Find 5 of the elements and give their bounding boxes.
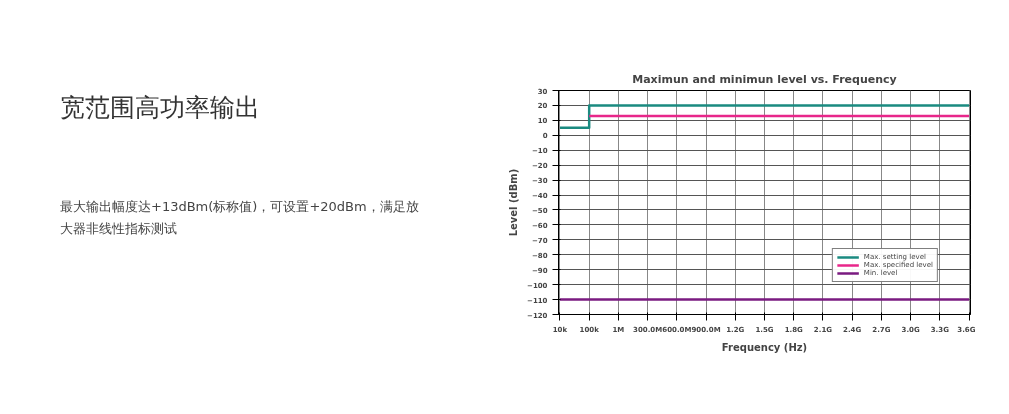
text: 宽范围高功率输出 — [60, 92, 261, 124]
y-axis-title: Level (dBm) — [508, 168, 520, 237]
chart-title: Maximun and minimun level vs. Frequency — [632, 72, 897, 86]
text: 最大输出幅度达+13dBm(标称值)，可设置+20dBm，满足放大器非线性指标测试 — [60, 197, 420, 238]
x-axis-title: Frequency (Hz) — [721, 341, 808, 353]
